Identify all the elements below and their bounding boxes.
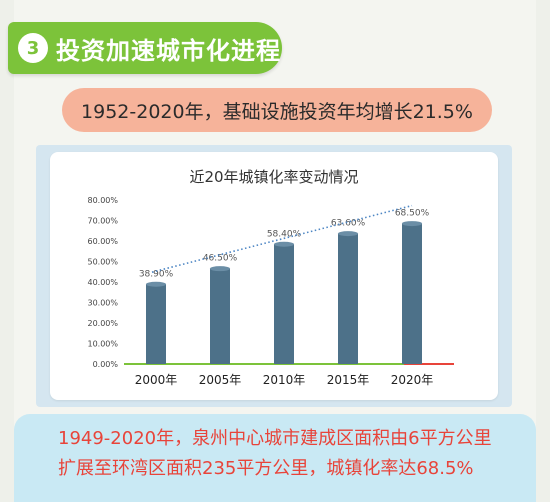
data-label: 38.90% [139,269,174,279]
bar [146,284,166,364]
y-tick-label: 80.00% [87,196,118,205]
chart-card: 近20年城镇化率变动情况 0.00% 10.00% 20.00% 30.00% 40.00… [50,152,498,400]
highlight-text: 1952-2020年，基础设施投资年均增长21.5% [81,100,473,123]
data-label: 58.40% [267,229,302,239]
left-rail [0,0,14,502]
bar-cap [146,281,166,287]
bar [274,244,294,364]
chart-title: 近20年城镇化率变动情况 [189,168,358,186]
bar [402,223,422,364]
bar [338,233,358,364]
bar-cap [210,266,230,272]
trendline [151,204,413,273]
highlight-pill: 1952-2020年，基础设施投资年均增长21.5% [62,88,492,132]
section-number-badge: 3 [18,33,48,63]
footer-text: 1949-2020年，泉州中心城市建成区面积由6平方公里 扩展至环湾区面积235… [58,424,518,484]
footer-panel [14,414,536,502]
category-label: 2015年 [327,373,370,387]
right-rail [536,0,550,502]
y-tick-label: 10.00% [87,340,118,349]
bar-cap [402,221,422,227]
y-tick-label: 30.00% [87,299,118,308]
y-tick-label: 40.00% [87,278,118,287]
section-header: 3 投资加速城市化进程 [8,22,282,74]
category-label: 2005年 [199,373,242,387]
category-label: 2000年 [135,373,178,387]
footer-line-1: 1949-2020年，泉州中心城市建成区面积由6平方公里 [58,428,492,449]
bar [210,268,230,364]
section-title: 投资加速城市化进程 [56,36,281,65]
footer-line-2: 扩展至环湾区面积235平方公里，城镇化率达68.5% [58,458,474,479]
y-tick-label: 60.00% [87,237,118,246]
urbanization-chart: 近20年城镇化率变动情况 0.00% 10.00% 20.00% 30.00% 40.00… [87,168,454,387]
data-label: 68.50% [395,209,430,219]
y-tick-label: 0.00% [93,360,119,369]
data-label: 63.60% [331,219,366,229]
y-tick-label: 70.00% [87,217,118,226]
bar-cap [338,231,358,237]
bar-cap [274,241,294,247]
y-tick-label: 50.00% [87,258,118,267]
category-label: 2010年 [263,373,306,387]
data-label: 46.50% [203,254,238,264]
category-label: 2020年 [391,373,434,387]
y-tick-label: 20.00% [87,319,118,328]
